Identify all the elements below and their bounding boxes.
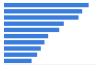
bar [4, 3, 89, 7]
bar [4, 28, 59, 32]
bar [4, 34, 48, 38]
bar [4, 22, 64, 26]
bar [4, 46, 41, 50]
bar [4, 40, 44, 44]
x-axis-line [4, 64, 96, 65]
bars [4, 3, 89, 63]
bar [4, 59, 32, 63]
bar [4, 15, 79, 19]
bar [4, 9, 82, 13]
chart-container [0, 0, 100, 71]
chart-svg [0, 0, 100, 71]
bar [4, 53, 37, 57]
